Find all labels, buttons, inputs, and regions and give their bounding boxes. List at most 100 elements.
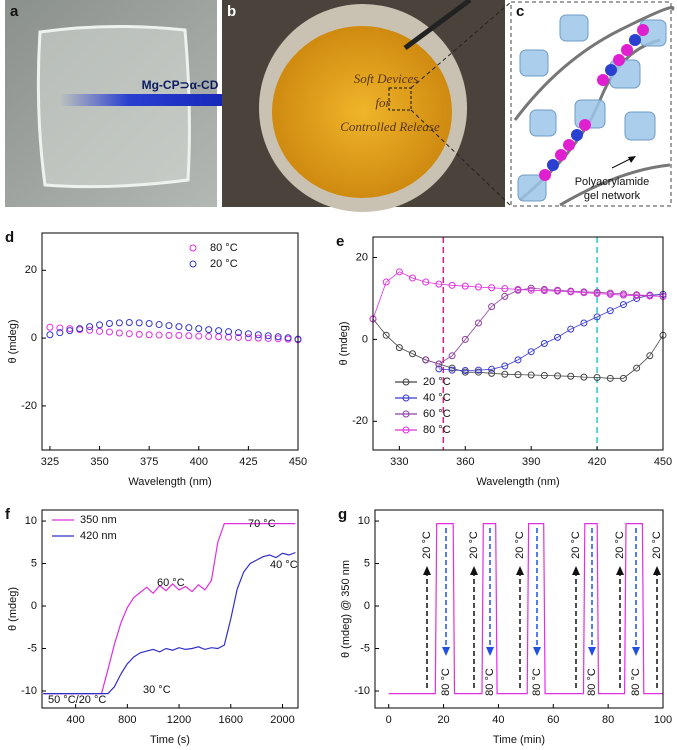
x-tick-label: 425 xyxy=(239,456,257,468)
x-axis-label: Wavelength (nm) xyxy=(128,476,211,488)
schematic-label: Polyacrylamide xyxy=(575,176,650,188)
y-tick-label: -5 xyxy=(27,642,37,654)
series-line xyxy=(372,318,664,379)
data-point xyxy=(105,320,113,328)
data-point xyxy=(606,374,614,382)
data-point xyxy=(56,329,64,337)
data-point xyxy=(554,372,562,380)
data-point xyxy=(422,278,430,286)
data-point xyxy=(155,331,163,339)
panel-label: f xyxy=(5,506,11,523)
cyclodextrin xyxy=(519,49,549,77)
gel-text: Controlled Release xyxy=(340,119,440,134)
sphere xyxy=(571,129,583,141)
tweezers xyxy=(403,0,472,51)
series-line xyxy=(388,523,663,695)
y-tick-label: 20 xyxy=(25,264,37,276)
data-point xyxy=(86,323,94,331)
data-point xyxy=(264,332,272,340)
sphere xyxy=(563,139,575,151)
annotation: 80 °C xyxy=(484,668,496,696)
data-point xyxy=(606,307,614,315)
arrow-head xyxy=(632,647,640,656)
y-tick-label: -10 xyxy=(21,685,37,697)
x-tick-label: 390 xyxy=(522,456,540,468)
data-point xyxy=(105,328,113,336)
series-line xyxy=(425,287,664,365)
data-point xyxy=(435,365,443,373)
hydrogel xyxy=(36,24,191,189)
data-point xyxy=(185,324,193,332)
sphere xyxy=(579,119,591,131)
y-axis-label: θ (mdeg) xyxy=(7,319,19,363)
data-point xyxy=(448,352,456,360)
data-point xyxy=(244,334,252,342)
data-point xyxy=(527,348,535,356)
series-line xyxy=(43,523,296,695)
x-tick-label: 40 xyxy=(492,714,504,726)
data-point xyxy=(593,313,601,321)
data-point xyxy=(567,325,575,333)
annotation: 80 °C xyxy=(531,668,543,696)
data-point xyxy=(195,332,203,340)
x-tick-label: 1600 xyxy=(219,714,243,726)
polymer-chain xyxy=(559,163,671,207)
schematic-c: Polyacrylamide gel network c xyxy=(510,1,675,207)
data-point xyxy=(567,372,575,380)
x-tick-label: 400 xyxy=(66,714,84,726)
legend-label: 60 °C xyxy=(423,408,451,420)
data-point xyxy=(135,330,143,338)
data-point xyxy=(382,331,390,339)
sphere xyxy=(637,24,649,36)
zoom-line xyxy=(410,109,512,207)
data-point xyxy=(567,288,575,296)
data-point xyxy=(135,319,143,327)
data-point xyxy=(264,334,272,342)
data-point xyxy=(66,325,74,333)
y-tick-label: 10 xyxy=(25,515,37,527)
sphere xyxy=(597,74,609,86)
annotation: 40 °C xyxy=(270,559,298,571)
data-point xyxy=(254,331,262,339)
y-axis-label: θ (mdeg) @ 350 nm xyxy=(340,560,352,658)
data-point xyxy=(115,329,123,337)
sphere xyxy=(629,34,641,46)
data-point xyxy=(514,371,522,379)
data-point xyxy=(448,281,456,289)
panel-label: g xyxy=(338,506,347,523)
data-point xyxy=(86,326,94,334)
legend-label: 20 °C xyxy=(423,376,451,388)
panel-label: b xyxy=(227,3,236,20)
x-tick-label: 0 xyxy=(386,714,392,726)
data-point xyxy=(395,268,403,276)
data-point xyxy=(225,328,233,336)
arrow-head xyxy=(616,566,624,575)
y-tick-label: 0 xyxy=(362,333,368,345)
data-point xyxy=(409,350,417,358)
series-line xyxy=(438,293,664,371)
cyclodextrin xyxy=(517,174,547,202)
gel xyxy=(272,26,452,198)
x-tick-label: 375 xyxy=(140,456,158,468)
annotation: 20 °C xyxy=(468,531,480,559)
y-tick-label: -10 xyxy=(354,685,370,697)
data-point xyxy=(619,291,627,299)
legend-marker xyxy=(402,378,410,386)
data-point xyxy=(514,356,522,364)
data-point xyxy=(633,364,641,372)
data-point xyxy=(554,287,562,295)
y-tick-label: 20 xyxy=(356,251,368,263)
data-point xyxy=(448,366,456,374)
data-point xyxy=(488,369,496,377)
photo-a: Mg-CP⊃α-CD a xyxy=(5,0,276,207)
x-tick-label: 325 xyxy=(41,456,59,468)
data-point xyxy=(56,324,64,332)
plot-frame xyxy=(372,236,664,451)
cyclodextrin xyxy=(624,111,656,141)
data-point xyxy=(225,333,233,341)
arrow-head xyxy=(442,647,450,656)
x-tick-label: 100 xyxy=(654,714,672,726)
x-tick-label: 450 xyxy=(654,456,672,468)
x-tick-label: 2000 xyxy=(270,714,294,726)
